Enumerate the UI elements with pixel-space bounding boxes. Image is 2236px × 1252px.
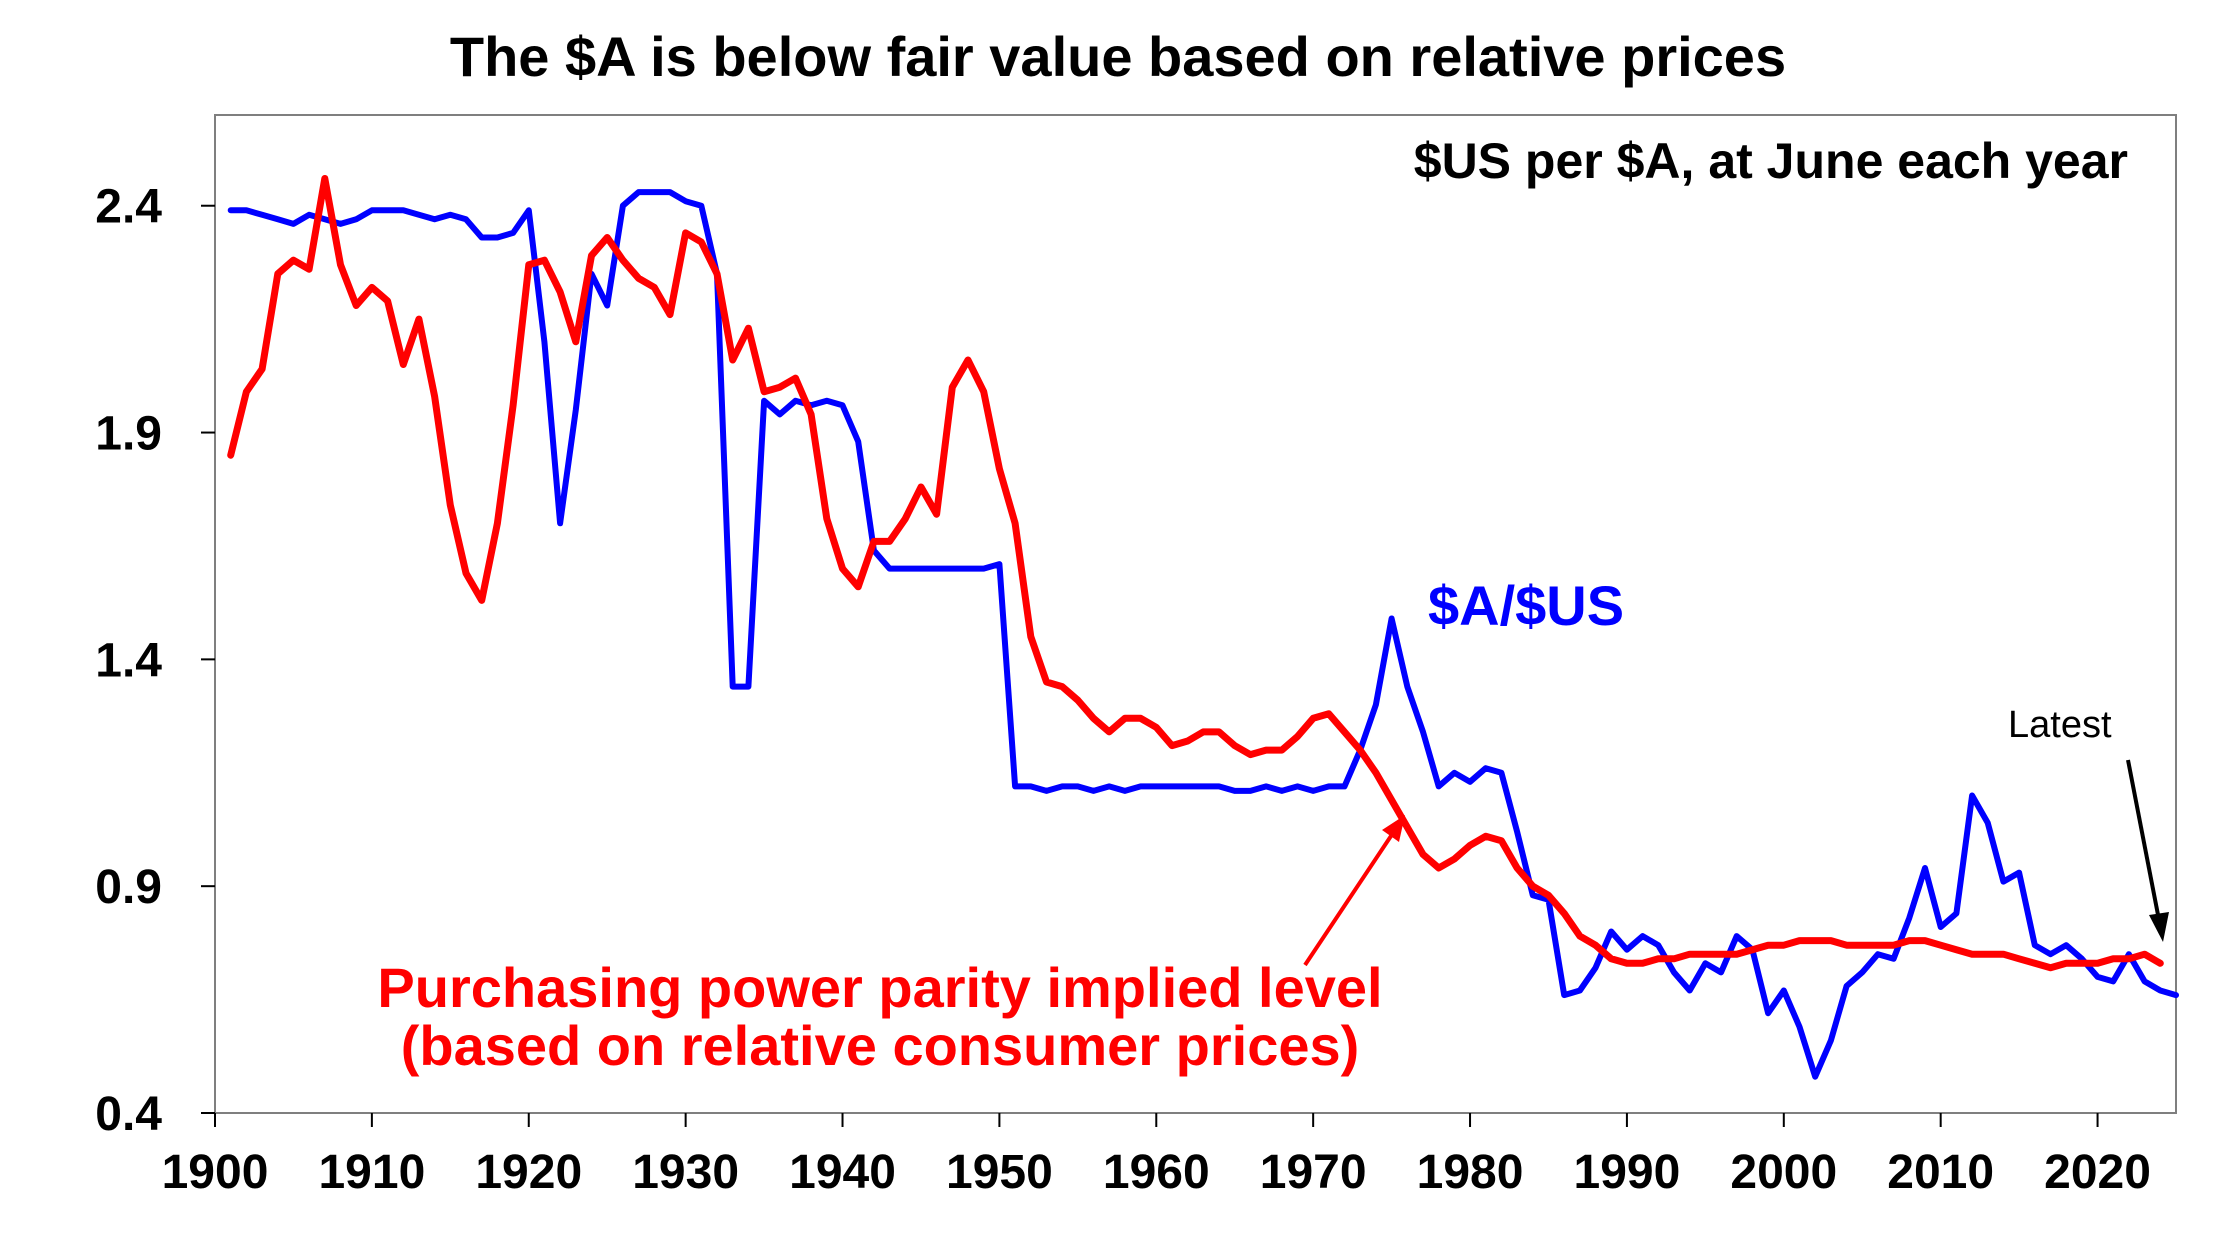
y-tick-label: 1.4 [95, 634, 162, 687]
ppp-annotation-arrow [1303, 828, 1397, 967]
x-tick-label: 1920 [475, 1146, 582, 1199]
series-label-ppp-line2: (based on relative consumer prices) [401, 1014, 1360, 1077]
x-tick-label: 2020 [2044, 1146, 2151, 1199]
y-tick-label: 1.9 [95, 408, 162, 461]
latest-annotation-arrow [2126, 759, 2161, 921]
x-tick-label: 1970 [1260, 1146, 1367, 1199]
plot-area-frame [214, 114, 2177, 1114]
x-tick-label: 1950 [946, 1146, 1053, 1199]
ppp-arrow-head [1382, 815, 1405, 842]
y-tick-label: 2.4 [95, 181, 162, 234]
series-label-ppp-line1: Purchasing power parity implied level [377, 956, 1382, 1019]
x-tick-label: 1930 [632, 1146, 739, 1199]
latest-arrow-head [2149, 912, 2169, 942]
x-tick-label: 1980 [1417, 1146, 1524, 1199]
x-tick-label: 1990 [1574, 1146, 1681, 1199]
series-line-ppp [227, 175, 2164, 972]
x-tick-label: 1960 [1103, 1146, 1210, 1199]
x-tick-label: 1940 [789, 1146, 896, 1199]
x-tick-label: 2000 [1730, 1146, 1837, 1199]
y-tick-label: 0.9 [95, 861, 162, 914]
y-tick-label: 0.4 [95, 1088, 162, 1141]
chart-subtitle: $US per $A, at June each year [1414, 133, 2128, 189]
latest-label: Latest [2008, 704, 2112, 746]
series-label-aud-usd: $A/$US [1428, 574, 1624, 637]
chart-title: The $A is below fair value based on rela… [449, 25, 1787, 88]
x-tick-label: 1910 [318, 1146, 425, 1199]
x-tick-label: 1900 [162, 1146, 269, 1199]
series-line-aud-usd [227, 189, 2179, 1080]
x-tick-label: 2010 [1887, 1146, 1994, 1199]
